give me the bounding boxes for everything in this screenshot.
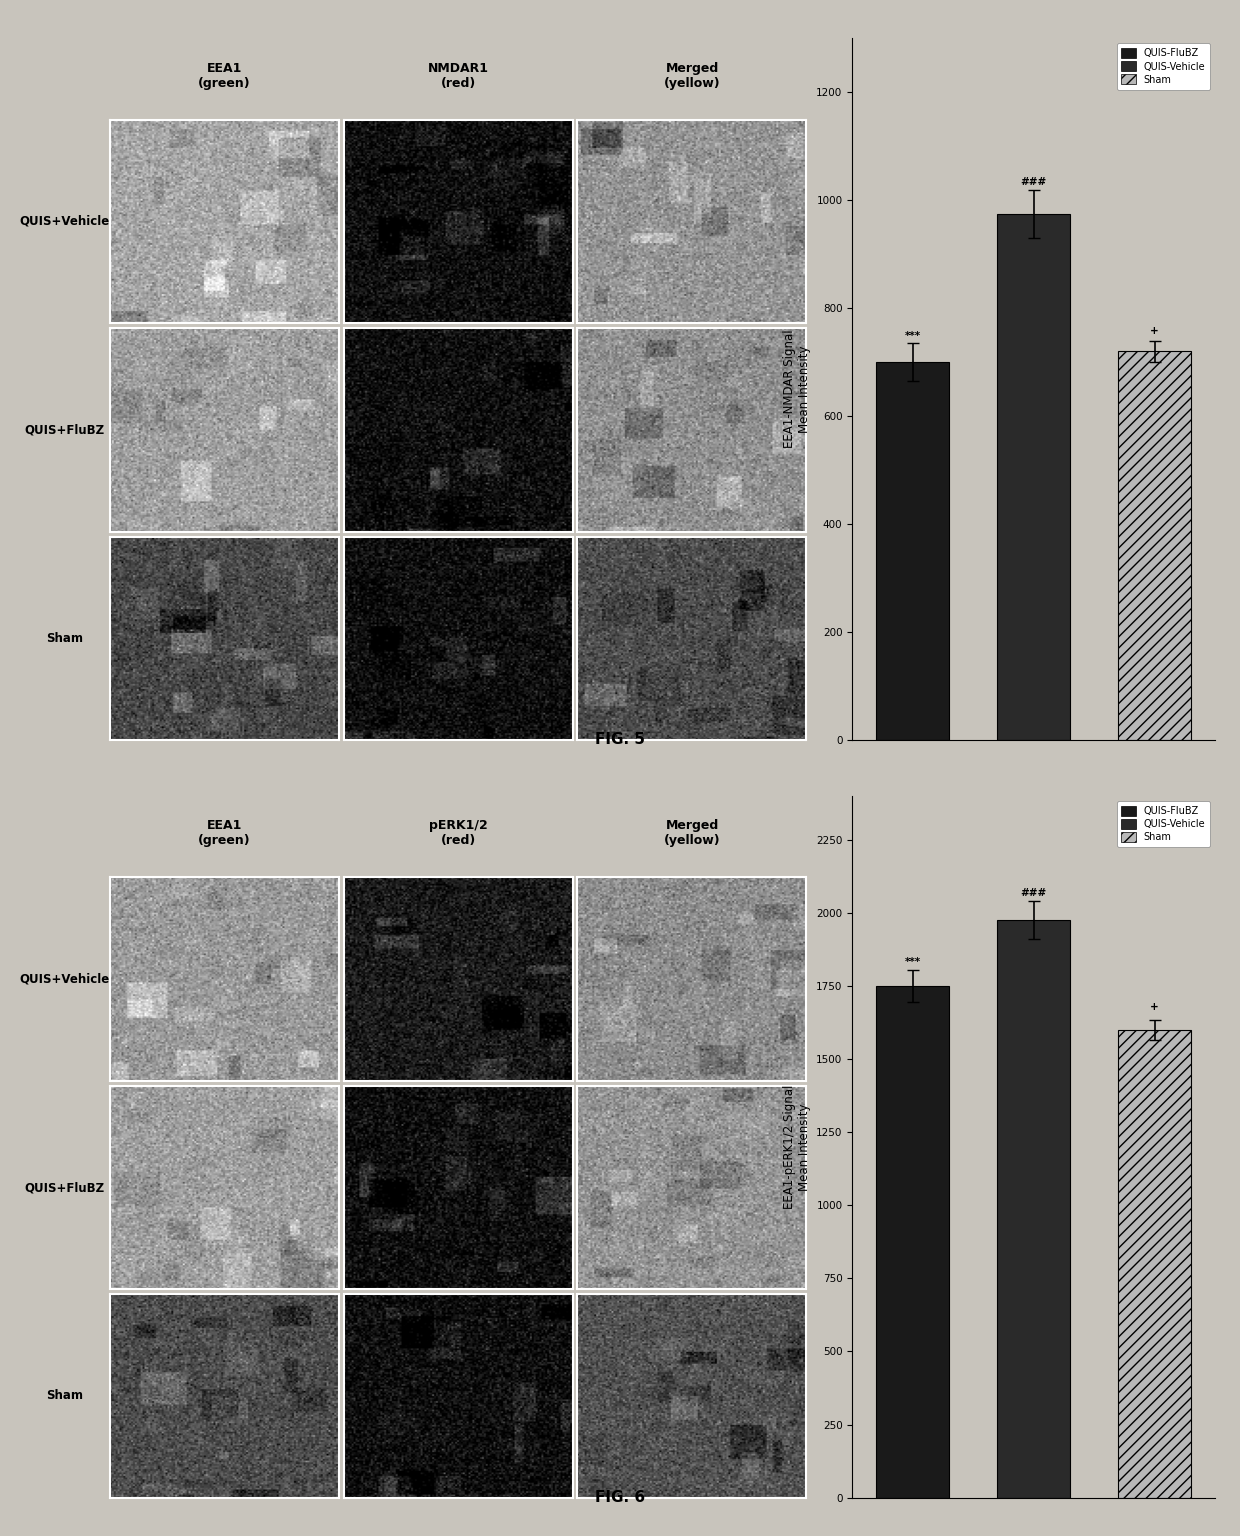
Text: ***: ***: [905, 957, 921, 968]
Text: FIG. 6: FIG. 6: [595, 1490, 645, 1505]
Text: +: +: [1151, 1003, 1159, 1012]
Bar: [1118, 352, 1190, 740]
Text: Merged
(yellow): Merged (yellow): [665, 819, 720, 848]
Text: ###: ###: [1021, 888, 1047, 899]
Text: ***: ***: [905, 330, 921, 341]
Text: QUIS+Vehicle: QUIS+Vehicle: [20, 215, 110, 227]
Text: pERK1/2
(red): pERK1/2 (red): [429, 819, 487, 848]
Bar: [997, 214, 1070, 740]
Text: FIG. 5: FIG. 5: [595, 733, 645, 746]
Text: +: +: [1151, 326, 1159, 336]
Text: EEA1
(green): EEA1 (green): [198, 61, 250, 89]
Legend: QUIS-FluBZ, QUIS-Vehicle, Sham: QUIS-FluBZ, QUIS-Vehicle, Sham: [1117, 800, 1210, 848]
Text: ###: ###: [1021, 177, 1047, 187]
Text: QUIS+FluBZ: QUIS+FluBZ: [25, 1181, 105, 1193]
Text: QUIS+Vehicle: QUIS+Vehicle: [20, 972, 110, 986]
Bar: [877, 362, 949, 740]
Text: Sham: Sham: [46, 631, 83, 645]
Text: QUIS+FluBZ: QUIS+FluBZ: [25, 424, 105, 436]
Text: Merged
(yellow): Merged (yellow): [665, 61, 720, 89]
Y-axis label: EEA1-NMDAR Signal
Mean Intensity: EEA1-NMDAR Signal Mean Intensity: [782, 330, 811, 449]
Legend: QUIS-FluBZ, QUIS-Vehicle, Sham: QUIS-FluBZ, QUIS-Vehicle, Sham: [1117, 43, 1210, 89]
Bar: [997, 920, 1070, 1498]
Text: NMDAR1
(red): NMDAR1 (red): [428, 61, 489, 89]
Y-axis label: EEA1-pERK1/2 Signal
Mean Intensity: EEA1-pERK1/2 Signal Mean Intensity: [782, 1084, 811, 1209]
Bar: [1118, 1031, 1190, 1498]
Text: Sham: Sham: [46, 1390, 83, 1402]
Text: EEA1
(green): EEA1 (green): [198, 819, 250, 848]
Bar: [877, 986, 949, 1498]
